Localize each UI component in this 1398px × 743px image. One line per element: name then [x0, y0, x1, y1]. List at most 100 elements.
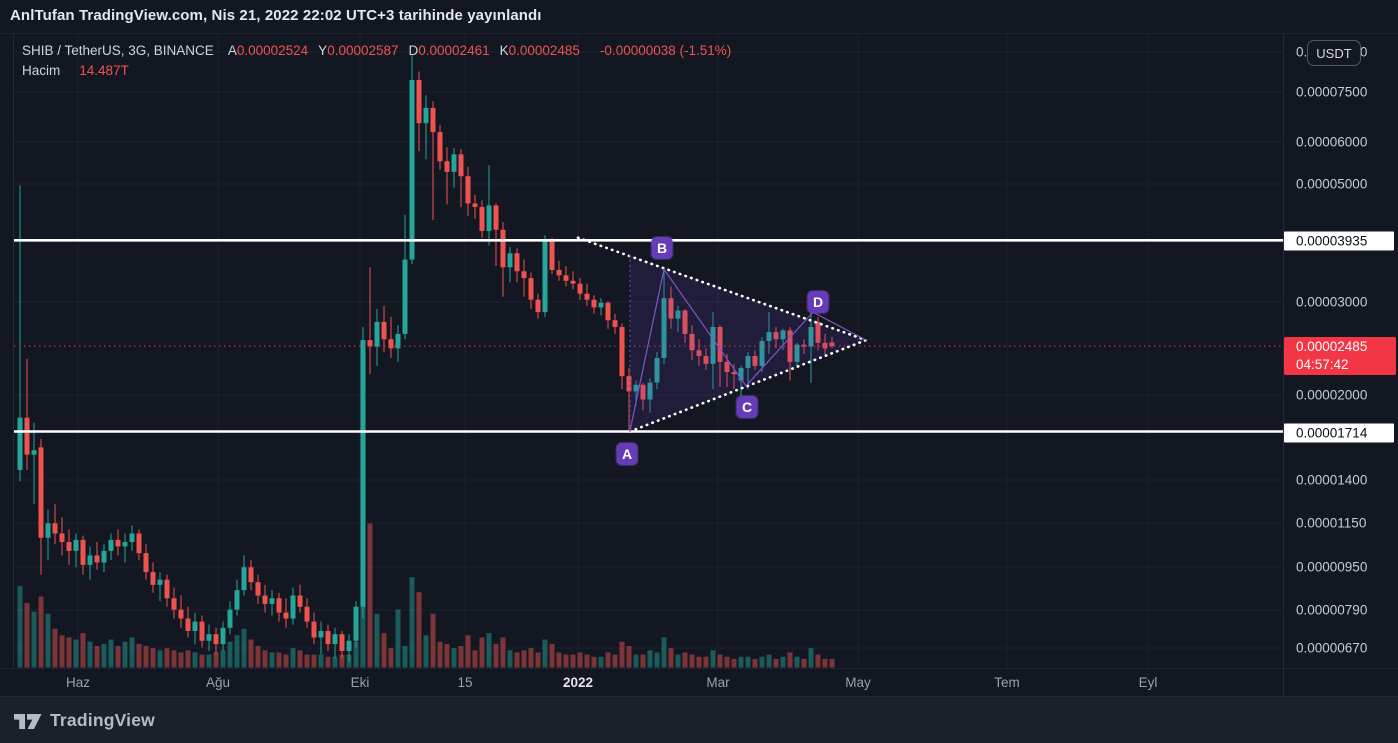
candle [136, 533, 142, 554]
volume-bar [276, 652, 282, 668]
candle [689, 333, 695, 351]
candle [521, 271, 527, 279]
candle [388, 339, 394, 349]
candle [353, 606, 359, 641]
candle [619, 326, 625, 377]
volume-bar [332, 656, 338, 668]
candle [262, 595, 268, 604]
candle [206, 634, 212, 641]
price-axis-label: 0.00000950 [1296, 559, 1368, 575]
volume-bar [157, 650, 163, 668]
candle [423, 107, 429, 124]
pattern-point-label-C: C [736, 395, 758, 418]
time-axis-label: Tem [994, 675, 1020, 690]
triangle-pattern[interactable] [576, 236, 868, 433]
volume-bar [717, 654, 723, 668]
candle [38, 447, 44, 538]
current-price-tag: 0.00002485 04:57:42 [1284, 337, 1396, 375]
price-axis-label: 0.00006000 [1296, 134, 1368, 150]
volume-bar [178, 652, 184, 668]
volume-bar [45, 613, 51, 668]
volume-bar [661, 637, 667, 668]
volume-bar [248, 639, 254, 668]
price-line-tag: 0.00003935 [1284, 231, 1394, 251]
candle [640, 384, 646, 400]
volume-bar [689, 654, 695, 668]
volume-bar [682, 652, 688, 668]
volume-bar [626, 646, 632, 668]
volume-bar [808, 648, 814, 668]
volume-bar [479, 637, 485, 668]
volume-bar [493, 643, 499, 668]
volume-bar [164, 648, 170, 668]
volume-bar [290, 648, 296, 668]
support-resistance-lines[interactable] [14, 239, 1283, 433]
volume-bar [416, 592, 422, 668]
candle [598, 302, 604, 308]
candle [409, 80, 415, 260]
price-axis-label: 0.00001150 [1296, 515, 1367, 531]
candle [311, 621, 317, 638]
time-axis-label: Eki [350, 675, 370, 690]
volume-bar [738, 656, 744, 668]
tradingview-logo-icon[interactable] [14, 709, 42, 731]
candle [31, 450, 37, 455]
candle [710, 326, 716, 364]
candle [360, 340, 366, 607]
price-axis-label: 0.00003000 [1296, 294, 1368, 310]
candle [255, 582, 261, 596]
volume-bar [227, 641, 233, 668]
volume-bar [787, 652, 793, 668]
currency-toggle-button[interactable]: USDT [1307, 40, 1361, 66]
volume-bar [381, 633, 387, 668]
volume-bar [822, 658, 828, 668]
candle [661, 298, 667, 358]
price-line-tag: 0.00001714 [1284, 423, 1394, 443]
volume-bar [773, 658, 779, 668]
volume-bar [423, 635, 429, 668]
volume-label: Hacim [22, 63, 61, 78]
symbol-title[interactable]: SHIB / TetherUS, 3G, BINANCE [22, 43, 214, 58]
current-price-value: 0.00002485 [1296, 339, 1368, 354]
ohlc-values: A0.00002524 Y0.00002587 D0.00002461 K0.0000… [228, 41, 590, 61]
volume-bar [52, 628, 58, 668]
footer: TradingView [0, 696, 1398, 743]
volume-bar [388, 648, 394, 668]
legend-symbol-row: SHIB / TetherUS, 3G, BINANCE A0.00002524… [22, 41, 731, 61]
volume-bar [311, 654, 317, 668]
price-axis-label: 0.00000670 [1296, 640, 1368, 656]
candle [45, 523, 51, 538]
volume-value: 14.487T [79, 63, 129, 78]
candle [395, 333, 401, 349]
candle [17, 417, 23, 470]
volume-bar [101, 643, 107, 668]
candle [346, 640, 352, 651]
candle [248, 567, 254, 583]
candle [234, 590, 240, 610]
gridlines [14, 33, 1283, 668]
volume-bar [73, 639, 79, 668]
volume-bar [514, 652, 520, 668]
volume-bar [444, 643, 450, 668]
candle [577, 283, 583, 294]
volume-bar [115, 646, 121, 668]
volume-bar [591, 656, 597, 668]
candle [367, 340, 373, 347]
volume-bar [192, 652, 198, 668]
candle [451, 154, 457, 172]
price-axis-label: 0.00005000 [1296, 176, 1368, 192]
volume-bar [297, 650, 303, 668]
candle [437, 132, 443, 162]
tradingview-brand-text[interactable]: TradingView [50, 709, 155, 730]
candle [815, 321, 821, 343]
volume-bar [633, 654, 639, 668]
volume-bar [829, 658, 835, 668]
volume-bar [66, 637, 72, 668]
legend-volume-row: Hacim 14.487T [22, 61, 731, 81]
volume-bar [731, 658, 737, 668]
ohlc-item-D: D0.00002461 [408, 43, 490, 58]
ohlc-item-K: K0.00002485 [499, 43, 580, 58]
volume-bar [605, 652, 611, 668]
candle [591, 299, 597, 308]
